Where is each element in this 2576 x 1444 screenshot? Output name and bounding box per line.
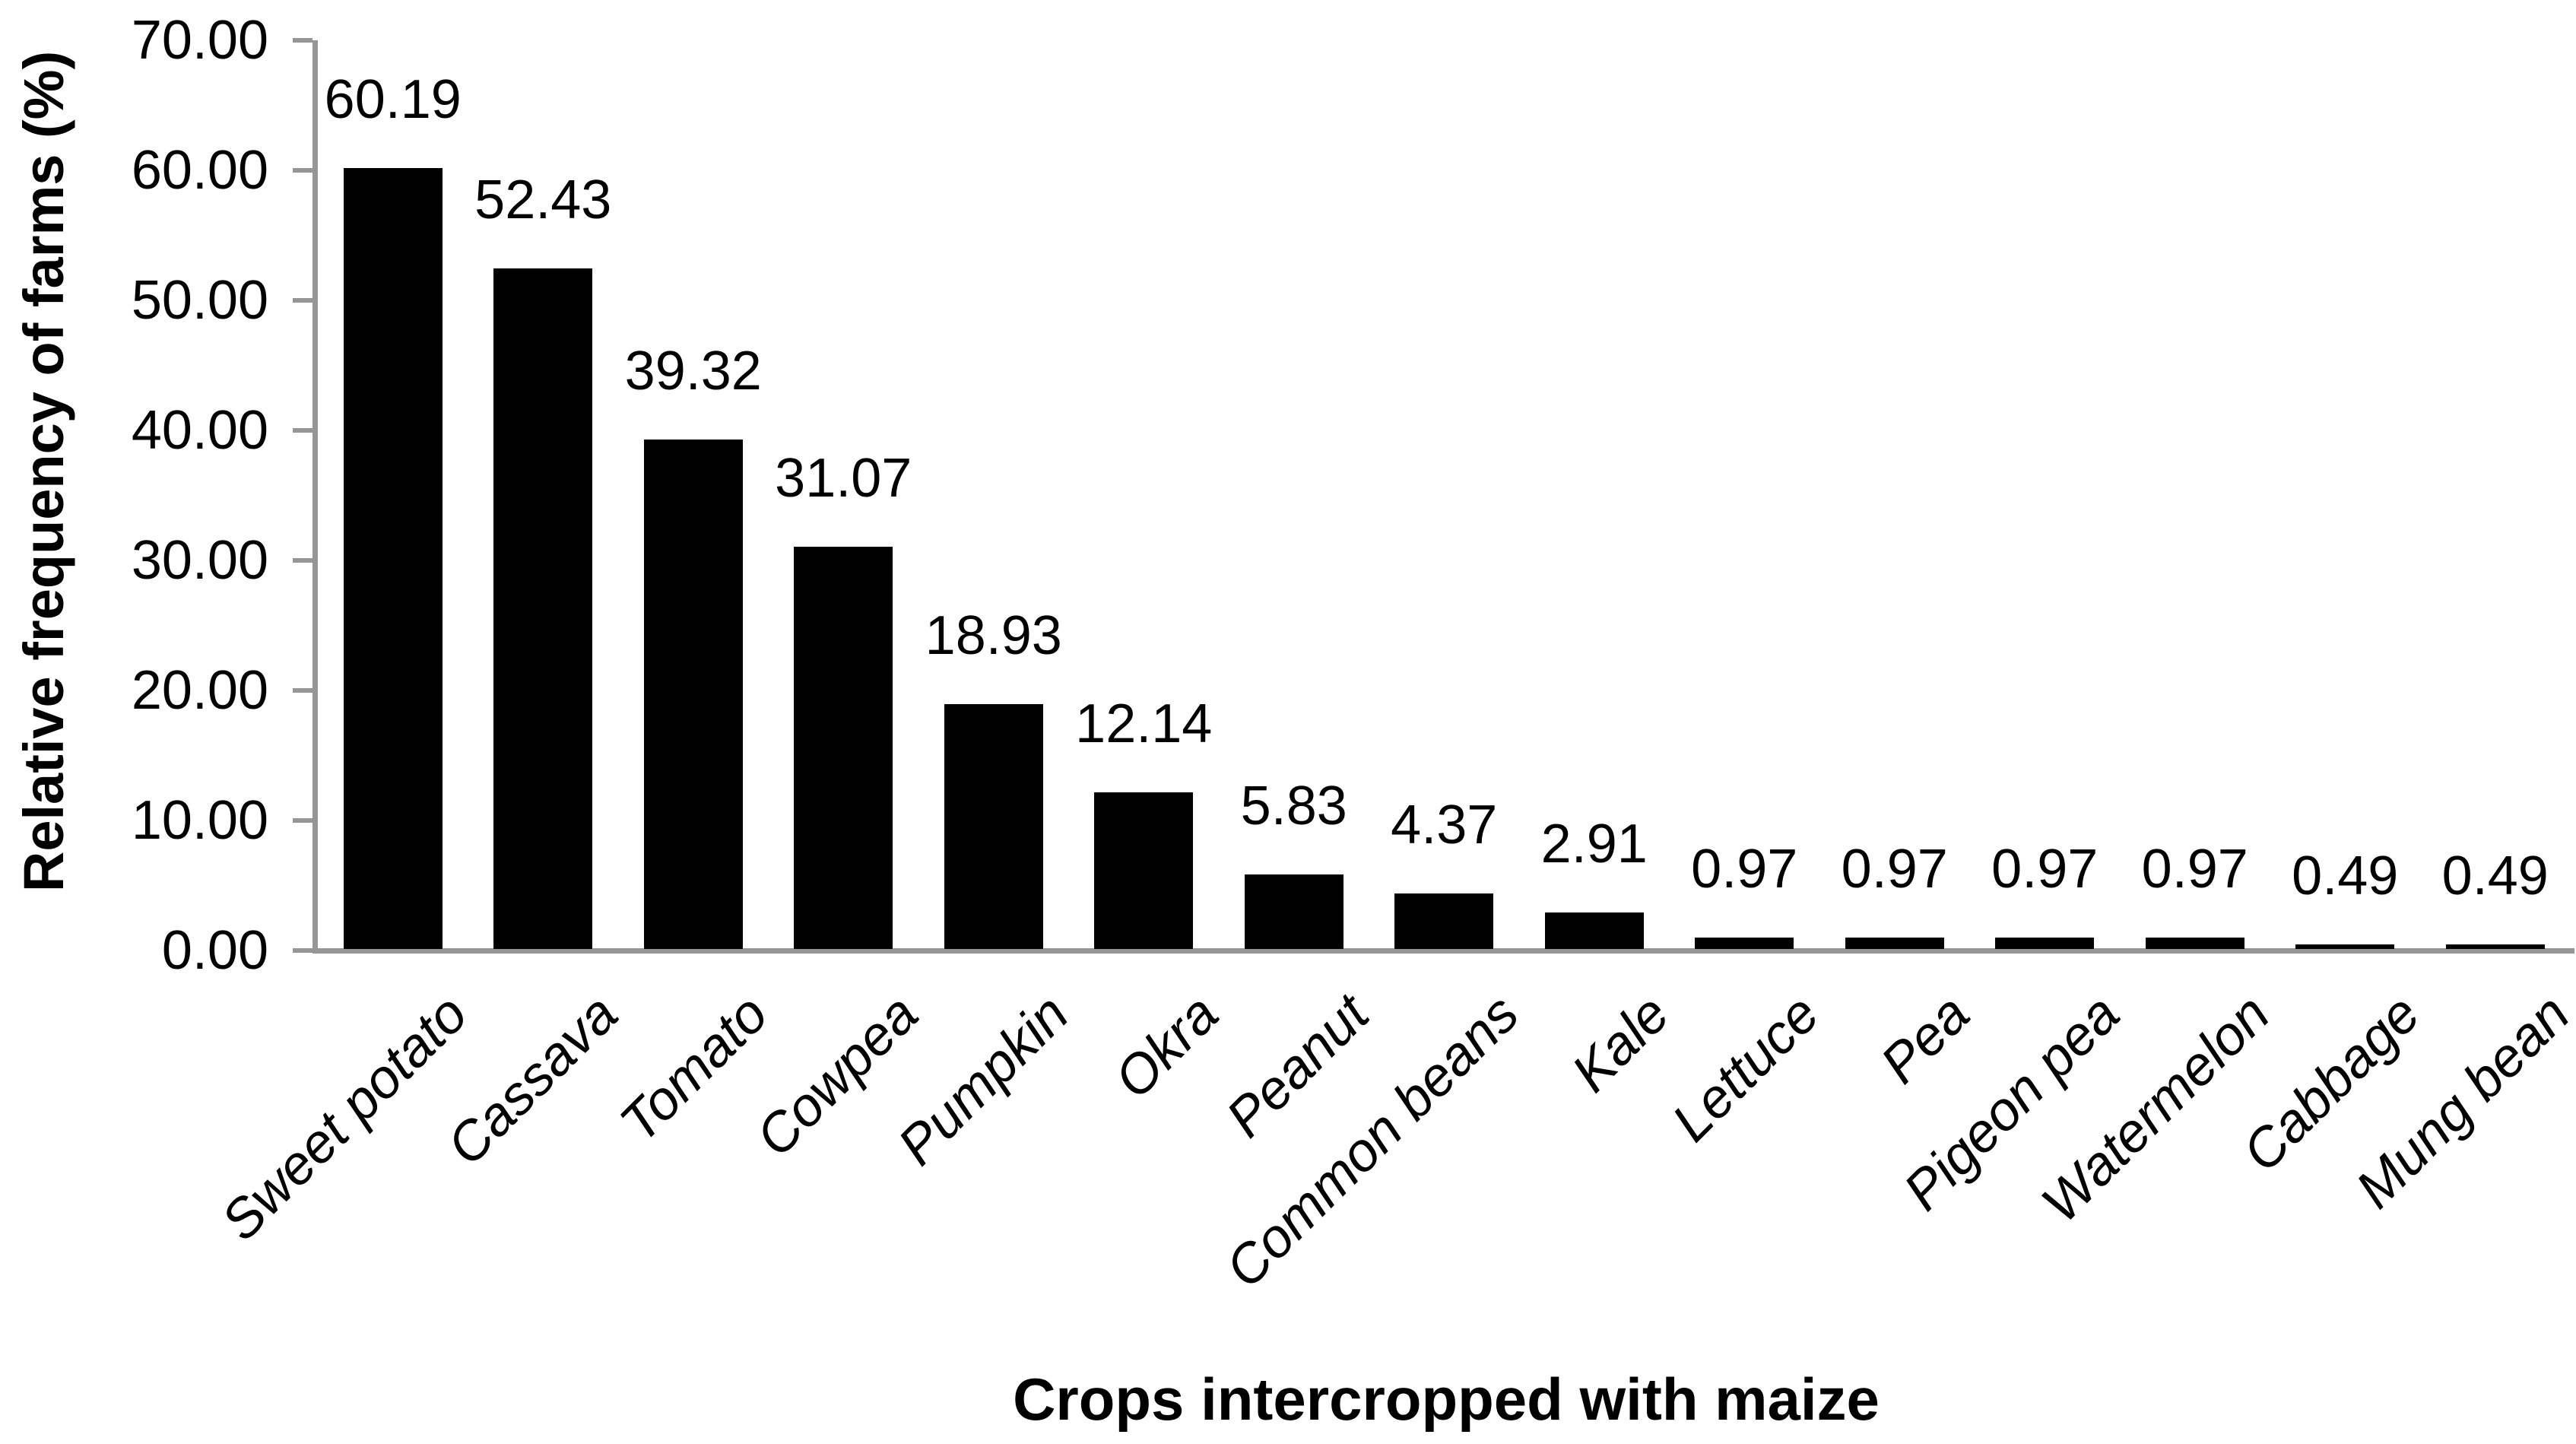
bar xyxy=(794,546,893,949)
y-tick-label: 40.00 xyxy=(131,400,268,461)
category-label: Lettuce xyxy=(1661,983,1831,1154)
bar xyxy=(1394,893,1494,949)
y-tick-label: 0.00 xyxy=(161,920,268,981)
bar xyxy=(2295,944,2395,949)
bar-value-label: 5.83 xyxy=(1240,776,1347,837)
category-label: Pea xyxy=(1869,983,1981,1096)
y-tick-label: 10.00 xyxy=(131,790,268,851)
y-tick-label: 30.00 xyxy=(131,530,268,591)
bar xyxy=(643,439,743,949)
bar xyxy=(1244,874,1344,949)
bar-value-label: 4.37 xyxy=(1391,795,1498,856)
y-tick xyxy=(293,428,312,433)
bar xyxy=(944,704,1043,949)
y-tick xyxy=(293,168,312,173)
bar-value-label: 0.49 xyxy=(2292,845,2399,906)
y-tick xyxy=(293,688,312,693)
bar xyxy=(1544,912,1644,949)
y-tick xyxy=(293,948,312,953)
bar xyxy=(2145,938,2244,949)
category-label: Sweet potato xyxy=(210,983,480,1252)
bar-value-label: 39.32 xyxy=(624,340,762,401)
x-axis-line xyxy=(312,948,2574,954)
y-tick xyxy=(293,298,312,303)
y-tick-label: 70.00 xyxy=(131,10,268,71)
y-tick-label: 20.00 xyxy=(131,660,268,721)
bar xyxy=(1995,938,2095,949)
y-tick-label: 50.00 xyxy=(131,270,268,331)
y-tick xyxy=(293,558,312,563)
bar xyxy=(2445,944,2545,949)
bar-value-label: 31.07 xyxy=(775,447,912,509)
x-axis-title: Crops intercropped with maize xyxy=(1013,1366,1880,1433)
y-tick-label: 60.00 xyxy=(131,140,268,201)
y-axis-line xyxy=(312,40,318,954)
category-label: Kale xyxy=(1559,983,1681,1104)
bar-value-label: 0.97 xyxy=(1691,839,1798,900)
bar xyxy=(343,167,443,949)
bar-value-label: 0.49 xyxy=(2441,845,2549,906)
bar xyxy=(493,268,593,949)
bar xyxy=(1845,938,1944,949)
bar-value-label: 18.93 xyxy=(925,605,1062,667)
bar-value-label: 0.97 xyxy=(1991,839,2099,900)
bar-value-label: 2.91 xyxy=(1540,814,1648,875)
bar xyxy=(1695,938,1794,949)
bar-value-label: 0.97 xyxy=(1841,839,1948,900)
bar-value-label: 52.43 xyxy=(474,170,612,231)
bar-value-label: 12.14 xyxy=(1075,693,1213,755)
y-tick xyxy=(293,818,312,823)
bar-value-label: 60.19 xyxy=(324,68,462,130)
category-label: Okra xyxy=(1102,983,1230,1110)
y-tick xyxy=(293,38,312,43)
bar-value-label: 0.97 xyxy=(2141,839,2248,900)
bar xyxy=(1094,792,1194,949)
